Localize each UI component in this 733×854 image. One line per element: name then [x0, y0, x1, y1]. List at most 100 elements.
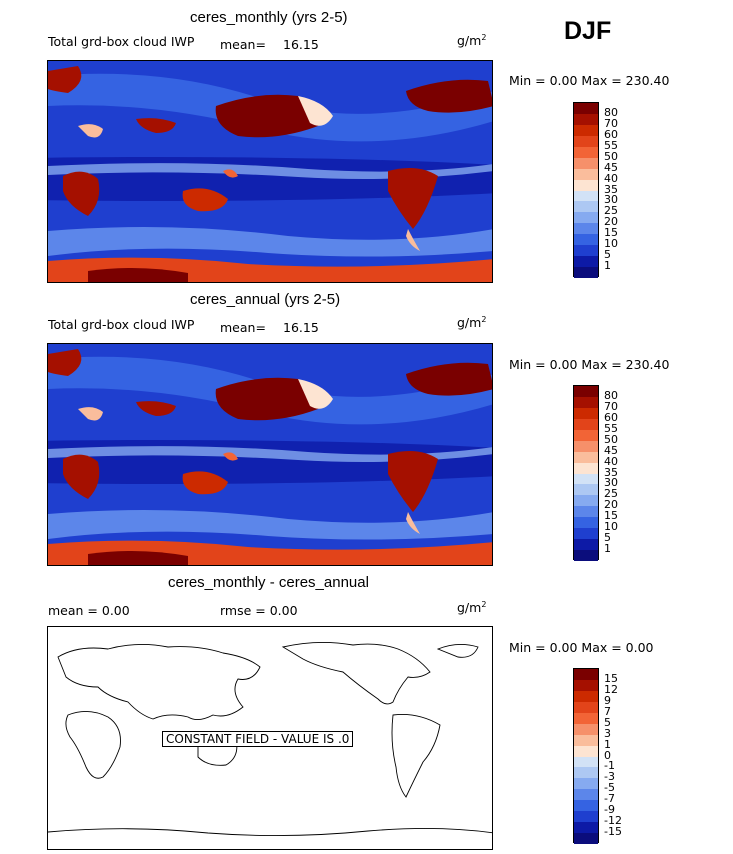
colorbar-swatch: [574, 789, 598, 801]
colorbar-label: 20: [604, 498, 618, 512]
colorbar-label: -9: [604, 803, 615, 817]
colorbar-label: 12: [604, 682, 618, 696]
colorbar-label: 15: [604, 226, 618, 240]
colorbar-swatch: [574, 429, 598, 441]
colorbar-swatch: [574, 418, 598, 430]
colorbar-swatch: [574, 168, 598, 180]
colorbar-swatch: [574, 124, 598, 136]
panel2-minmax: Min = 0.00 Max = 230.40: [509, 357, 670, 372]
colorbar-label: 15: [604, 509, 618, 523]
colorbar-swatch: [574, 811, 598, 823]
colorbar-swatch: [574, 179, 598, 191]
colorbar-label: 25: [604, 487, 618, 501]
panel3-minmax: Min = 0.00 Max = 0.00: [509, 640, 654, 655]
colorbar-swatch: [574, 267, 598, 278]
colorbar-label: 80: [604, 388, 618, 402]
colorbar-label: 50: [604, 432, 618, 446]
colorbar-swatch: [574, 484, 598, 496]
season-label: DJF: [564, 17, 612, 45]
colorbar-swatch: [574, 528, 598, 540]
eurasia-outline: [57, 644, 261, 720]
colorbar-swatch: [574, 462, 598, 474]
colorbar-label: 45: [604, 443, 618, 457]
colorbar-swatch: [574, 407, 598, 419]
constant-field-label: CONSTANT FIELD - VALUE IS .0: [162, 731, 354, 747]
colorbar-label: 5: [604, 715, 611, 729]
colorbar-label: 30: [604, 476, 618, 490]
panel2-mean-label: mean=: [220, 320, 266, 335]
colorbar-label: 35: [604, 465, 618, 479]
colorbar-label: 55: [604, 138, 618, 152]
panel1-colorbar: [573, 102, 599, 278]
colorbar-label: 1: [604, 737, 611, 751]
colorbar-label: 70: [604, 399, 618, 413]
colorbar-label: 5: [604, 248, 611, 262]
panel3-mean: mean = 0.00: [48, 603, 130, 618]
north-america-outline: [281, 641, 431, 705]
panel2-variable: Total grd-box cloud IWP: [48, 317, 195, 332]
panel1-units: g/m2: [457, 33, 487, 49]
colorbar-label: 1: [604, 259, 611, 273]
colorbar-swatch: [574, 723, 598, 735]
colorbar-label: 70: [604, 116, 618, 130]
colorbar-swatch: [574, 451, 598, 463]
colorbar-swatch: [574, 386, 598, 397]
panel1-mean-label: mean=: [220, 37, 266, 52]
colorbar-swatch: [574, 495, 598, 507]
colorbar-swatch: [574, 539, 598, 551]
colorbar-label: 60: [604, 410, 618, 424]
colorbar-label: 80: [604, 105, 618, 119]
colorbar-swatch: [574, 517, 598, 529]
colorbar-swatch: [574, 756, 598, 768]
colorbar-label: 10: [604, 237, 618, 251]
colorbar-swatch: [574, 234, 598, 246]
colorbar-swatch: [574, 103, 598, 114]
colorbar-label: 7: [604, 704, 611, 718]
colorbar-label: -7: [604, 792, 615, 806]
colorbar-label: -5: [604, 781, 615, 795]
panel1-title: ceres_monthly (yrs 2-5): [190, 9, 348, 26]
colorbar-label: 20: [604, 215, 618, 229]
colorbar-swatch: [574, 767, 598, 779]
colorbar-label: 30: [604, 193, 618, 207]
colorbar-label: 35: [604, 182, 618, 196]
panel2-mean-value: 16.15: [283, 320, 319, 335]
panel1-map: [47, 60, 493, 283]
colorbar-swatch: [574, 690, 598, 702]
colorbar-swatch: [574, 734, 598, 746]
colorbar-swatch: [574, 833, 598, 844]
colorbar-label: 50: [604, 149, 618, 163]
panel2-units: g/m2: [457, 315, 487, 331]
colorbar-swatch: [574, 800, 598, 812]
colorbar-swatch: [574, 245, 598, 257]
panel3-units: g/m2: [457, 600, 487, 616]
colorbar-swatch: [574, 113, 598, 125]
colorbar-label: 5: [604, 531, 611, 545]
colorbar-label: -1: [604, 759, 615, 773]
colorbar-swatch: [574, 212, 598, 224]
colorbar-label: 10: [604, 520, 618, 534]
panel1-minmax: Min = 0.00 Max = 230.40: [509, 73, 670, 88]
colorbar-label: 15: [604, 671, 618, 685]
panel3-colorbar: [573, 668, 599, 844]
colorbar-swatch: [574, 669, 598, 680]
colorbar-label: 55: [604, 421, 618, 435]
colorbar-swatch: [574, 396, 598, 408]
panel3-title: ceres_monthly - ceres_annual: [168, 574, 369, 591]
panel2-map: [47, 343, 493, 566]
panel2-title: ceres_annual (yrs 2-5): [190, 291, 341, 308]
colorbar-swatch: [574, 135, 598, 147]
colorbar-label: 60: [604, 127, 618, 141]
colorbar-label: 25: [604, 204, 618, 218]
colorbar-label: -15: [604, 825, 622, 839]
panel3-map: [47, 626, 493, 850]
colorbar-label: 40: [604, 454, 618, 468]
south-america-outline: [391, 714, 441, 798]
colorbar-swatch: [574, 223, 598, 235]
colorbar-label: 3: [604, 726, 611, 740]
colorbar-swatch: [574, 701, 598, 713]
colorbar-swatch: [574, 679, 598, 691]
colorbar-swatch: [574, 506, 598, 518]
colorbar-swatch: [574, 146, 598, 158]
colorbar-label: -3: [604, 770, 615, 784]
